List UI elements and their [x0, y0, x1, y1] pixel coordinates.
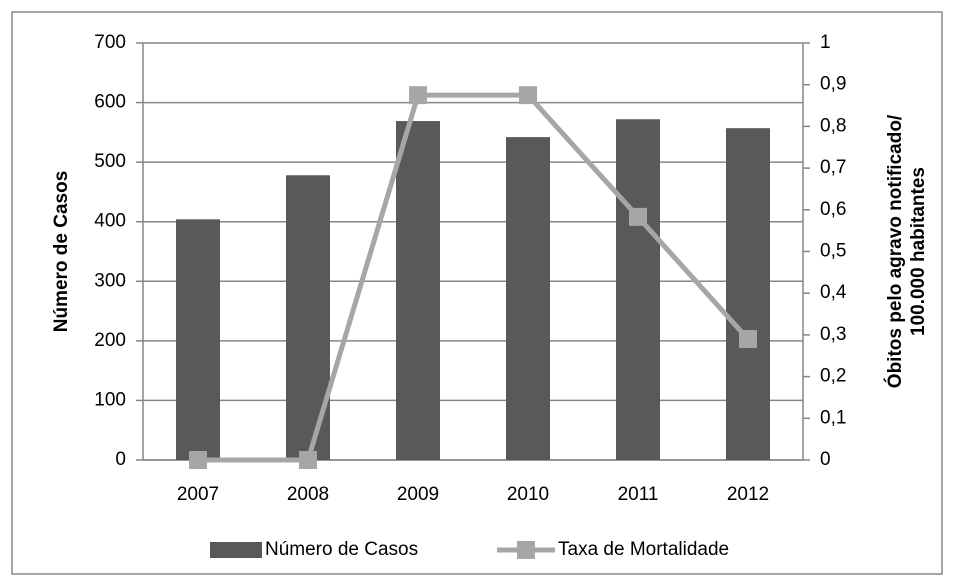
y2-tick-label: 0,7 [820, 157, 846, 178]
bar [726, 128, 770, 461]
legend-label: Número de Casos [265, 539, 418, 560]
bar [506, 137, 550, 460]
legend-marker [517, 541, 535, 559]
y2-axis-title: 100.000 habitantes [908, 167, 929, 336]
legend-label: Taxa de Mortalidade [558, 539, 729, 560]
y2-tick-label: 0,1 [820, 407, 846, 428]
y2-tick-label: 0,5 [820, 241, 846, 262]
x-tick-label: 2011 [618, 484, 659, 505]
x-tick-label: 2008 [287, 484, 329, 505]
y2-tick-label: 0,9 [820, 74, 846, 95]
y2-tick-label: 0,6 [820, 199, 846, 220]
y2-tick-label: 0,4 [820, 282, 847, 303]
line-marker [629, 207, 647, 226]
y-tick-label: 600 [94, 92, 126, 113]
y2-tick-label: 1 [820, 32, 831, 53]
legend-swatch [210, 542, 262, 558]
x-tick-label: 2012 [727, 484, 769, 505]
y2-tick-label: 0,2 [820, 366, 846, 387]
bar [396, 121, 440, 460]
y-axis-title: Número de Casos [51, 171, 72, 333]
bar [616, 119, 660, 460]
line-marker [189, 451, 207, 469]
y2-axis-title: Óbitos pelo agravo notificado/ [884, 114, 906, 388]
line-marker [299, 451, 317, 469]
y-tick-label: 100 [94, 389, 126, 410]
x-tick-label: 2009 [397, 484, 439, 505]
line [198, 92, 750, 463]
line-marker [519, 86, 537, 105]
y-tick-label: 700 [94, 32, 126, 53]
line-marker [739, 330, 757, 349]
y-tick-label: 200 [94, 330, 126, 351]
chart-border [11, 11, 943, 575]
x-tick-label: 2007 [177, 484, 219, 505]
bar [176, 219, 220, 460]
y-tick-label: 400 [94, 211, 126, 232]
y2-tick-label: 0 [820, 449, 831, 470]
y-tick-label: 0 [115, 449, 126, 470]
y2-tick-label: 0,8 [820, 115, 846, 136]
line-marker [409, 86, 427, 105]
y-tick-label: 300 [94, 270, 126, 291]
y-tick-label: 500 [94, 151, 126, 172]
y2-tick-label: 0,3 [820, 324, 846, 345]
x-tick-label: 2010 [507, 484, 549, 505]
